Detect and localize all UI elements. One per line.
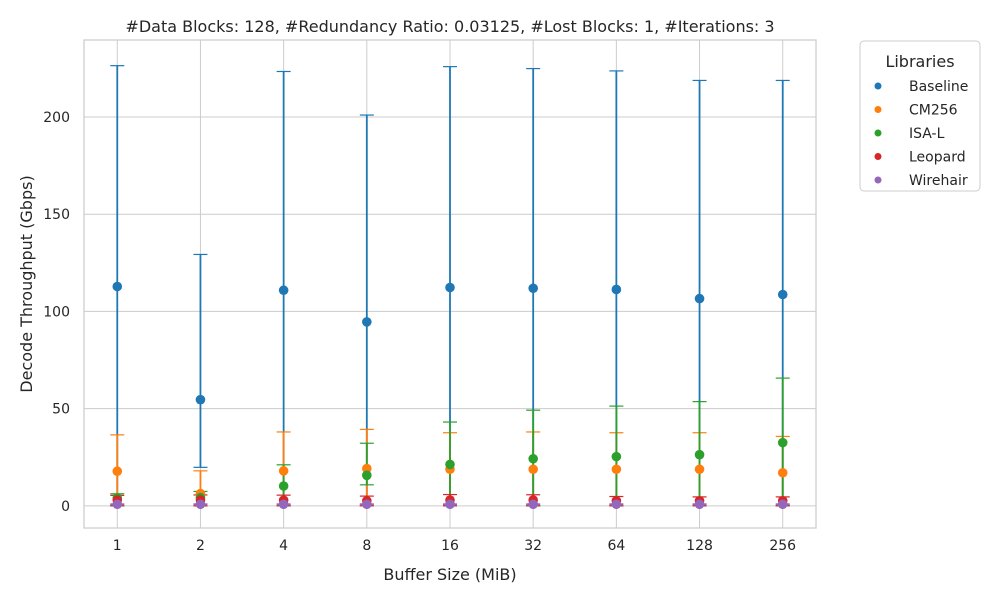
data-point bbox=[278, 481, 289, 491]
data-point bbox=[445, 499, 455, 510]
data-point bbox=[112, 281, 123, 292]
x-tick-label: 8 bbox=[362, 538, 371, 554]
data-point bbox=[611, 464, 622, 475]
points-baseline bbox=[112, 281, 788, 405]
data-point bbox=[445, 282, 455, 293]
data-point bbox=[611, 451, 622, 462]
legend-label: Wirehair bbox=[909, 173, 968, 189]
data-point bbox=[445, 459, 455, 470]
data-point bbox=[611, 284, 622, 295]
x-tick-label: 16 bbox=[441, 538, 459, 554]
data-point bbox=[362, 463, 372, 474]
ticks: 1 2 4 8 16 32 64 128 256 0 50 100 150 200 bbox=[43, 110, 796, 554]
data-point bbox=[362, 499, 372, 510]
legend-item-cm256: CM256 bbox=[874, 103, 958, 119]
data-point bbox=[195, 499, 206, 510]
legend-marker bbox=[874, 106, 882, 113]
data-point bbox=[112, 466, 123, 477]
data-point bbox=[777, 499, 788, 510]
legend-marker bbox=[874, 129, 882, 137]
data-point bbox=[528, 453, 538, 464]
data-point bbox=[777, 437, 788, 448]
legend-label: ISA-L bbox=[909, 126, 945, 142]
data-point bbox=[528, 283, 538, 294]
data-point bbox=[611, 499, 622, 510]
plot-frame bbox=[83, 39, 817, 529]
y-tick-label: 0 bbox=[61, 499, 70, 515]
x-tick-label: 4 bbox=[279, 538, 288, 554]
data-point bbox=[112, 499, 123, 510]
legend-box bbox=[859, 40, 981, 192]
data-point bbox=[278, 285, 289, 296]
points-wirehair bbox=[112, 499, 788, 510]
legend-item-baseline: Baseline bbox=[874, 79, 968, 95]
data-point bbox=[362, 470, 372, 481]
data-point bbox=[278, 466, 289, 476]
legend: Libraries Baseline CM256 ISA-L Leopard Wireh… bbox=[859, 40, 981, 192]
chart-title: #Data Blocks: 128, #Redundancy Ratio: 0.… bbox=[125, 17, 774, 36]
legend-marker bbox=[874, 82, 882, 90]
data-points bbox=[112, 281, 788, 510]
data-point bbox=[694, 293, 705, 304]
legend-items: Baseline CM256 ISA-L Leopard Wirehair bbox=[874, 79, 968, 189]
legend-title: Libraries bbox=[885, 52, 954, 71]
data-point bbox=[195, 394, 206, 405]
y-tick-label: 100 bbox=[43, 304, 70, 320]
x-tick-label: 64 bbox=[607, 538, 625, 554]
legend-item-wirehair: Wirehair bbox=[874, 173, 968, 189]
data-point bbox=[777, 467, 788, 478]
data-point bbox=[528, 499, 538, 510]
y-tick-label: 150 bbox=[43, 207, 70, 223]
data-point bbox=[694, 499, 705, 510]
x-tick-label: 128 bbox=[686, 538, 713, 554]
x-tick-label: 2 bbox=[196, 538, 205, 554]
data-point bbox=[362, 317, 372, 327]
legend-label: Baseline bbox=[909, 79, 968, 95]
x-tick-label: 32 bbox=[524, 538, 542, 554]
legend-item-leopard: Leopard bbox=[874, 150, 966, 166]
y-tick-label: 50 bbox=[52, 402, 70, 418]
y-axis-label: Decode Throughput (Gbps) bbox=[17, 175, 36, 392]
data-point bbox=[777, 289, 788, 300]
legend-marker bbox=[874, 176, 882, 184]
y-tick-label: 200 bbox=[43, 110, 70, 126]
legend-label: CM256 bbox=[909, 103, 958, 119]
legend-marker bbox=[874, 153, 882, 160]
data-point bbox=[694, 464, 705, 475]
data-point bbox=[278, 499, 289, 510]
legend-item-isa-l: ISA-L bbox=[874, 126, 945, 142]
data-point bbox=[694, 449, 705, 460]
data-point bbox=[528, 464, 538, 475]
legend-label: Leopard bbox=[909, 150, 966, 166]
x-axis-label: Buffer Size (MiB) bbox=[383, 565, 516, 584]
x-tick-label: 256 bbox=[769, 538, 796, 554]
x-tick-label: 1 bbox=[113, 538, 122, 554]
